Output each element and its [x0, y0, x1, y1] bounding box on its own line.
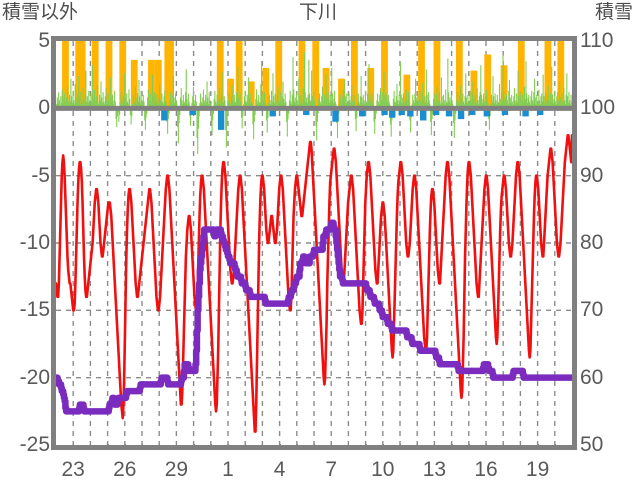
y-axis-left-tick: 0: [38, 96, 50, 120]
x-axis-tickmark: [107, 444, 109, 450]
x-axis-tickmark: [434, 444, 436, 450]
x-axis-tickmark: [124, 444, 126, 450]
temperature-line: [56, 133, 572, 433]
x-axis-tickmark: [142, 444, 143, 450]
x-axis-tick: 29: [164, 458, 189, 481]
y-axis-left-tick: -15: [19, 298, 50, 322]
x-axis-tickmark: [296, 444, 298, 450]
x-axis-tickmark: [451, 444, 453, 450]
x-axis-tickmark: [520, 444, 522, 450]
left-axis-title: 積雪以外: [2, 2, 79, 23]
x-axis-tickmark: [73, 444, 75, 450]
x-axis-tickmark: [245, 444, 247, 450]
x-axis-tick: 16: [474, 458, 498, 481]
x-axis-tickmark: [262, 444, 264, 450]
x-axis-tickmark: [537, 444, 539, 450]
x-axis-tick: 1: [222, 458, 234, 481]
x-axis-tickmark: [331, 444, 333, 450]
x-axis-tick: 19: [525, 458, 550, 481]
y-axis-left-tick: -10: [19, 231, 50, 254]
y-axis-left-tick: 5: [38, 29, 50, 52]
x-axis-tick: 13: [422, 458, 447, 481]
right-axis-title: 積雪: [594, 2, 633, 23]
x-axis-tickmark: [159, 444, 161, 450]
x-axis-tick: 23: [61, 458, 85, 481]
x-axis-tickmark: [314, 444, 315, 450]
page-title: 下川: [298, 2, 337, 23]
x-axis-tickmark: [554, 444, 556, 450]
zero-line: [56, 105, 572, 111]
x-axis-tickmark: [210, 444, 212, 450]
x-axis-tick: 7: [325, 458, 338, 481]
y-axis-left-tick: -5: [31, 163, 50, 187]
y-axis-right-tick: 70: [580, 298, 604, 322]
y-axis-right-tick: 80: [580, 231, 604, 254]
x-axis-tick: 26: [113, 458, 137, 481]
x-axis-tickmark: [382, 444, 384, 450]
x-axis-tickmark: [486, 444, 487, 450]
x-axis-tick: 10: [371, 458, 395, 481]
x-axis-tickmark: [193, 444, 195, 450]
y-axis-left-tick: -20: [19, 365, 50, 389]
y-axis-right-tick: 60: [580, 365, 604, 389]
y-axis-right-tick: 90: [580, 163, 604, 187]
x-axis-tickmark: [228, 444, 229, 450]
x-axis-tickmark: [417, 444, 419, 450]
precip-bars: [161, 108, 544, 130]
plot-area: [56, 41, 572, 445]
x-axis-tickmark: [348, 444, 350, 450]
x-axis-tickmark: [176, 444, 178, 450]
y-axis-right-tick: 110: [580, 29, 614, 52]
snow-depth-line: [56, 219, 572, 415]
x-axis-tickmark: [400, 444, 401, 450]
y-axis-left-tick: -25: [19, 433, 50, 456]
x-axis-tickmark: [279, 444, 281, 450]
y-axis-right-tick: 100: [580, 96, 616, 120]
y-axis-right-tick: 50: [580, 433, 604, 456]
x-axis-tick: 4: [273, 458, 286, 481]
x-axis-tickmark: [503, 444, 505, 450]
x-axis-tickmark: [468, 444, 470, 450]
x-axis-tickmark: [365, 444, 367, 450]
x-axis-tickmark: [90, 444, 92, 450]
